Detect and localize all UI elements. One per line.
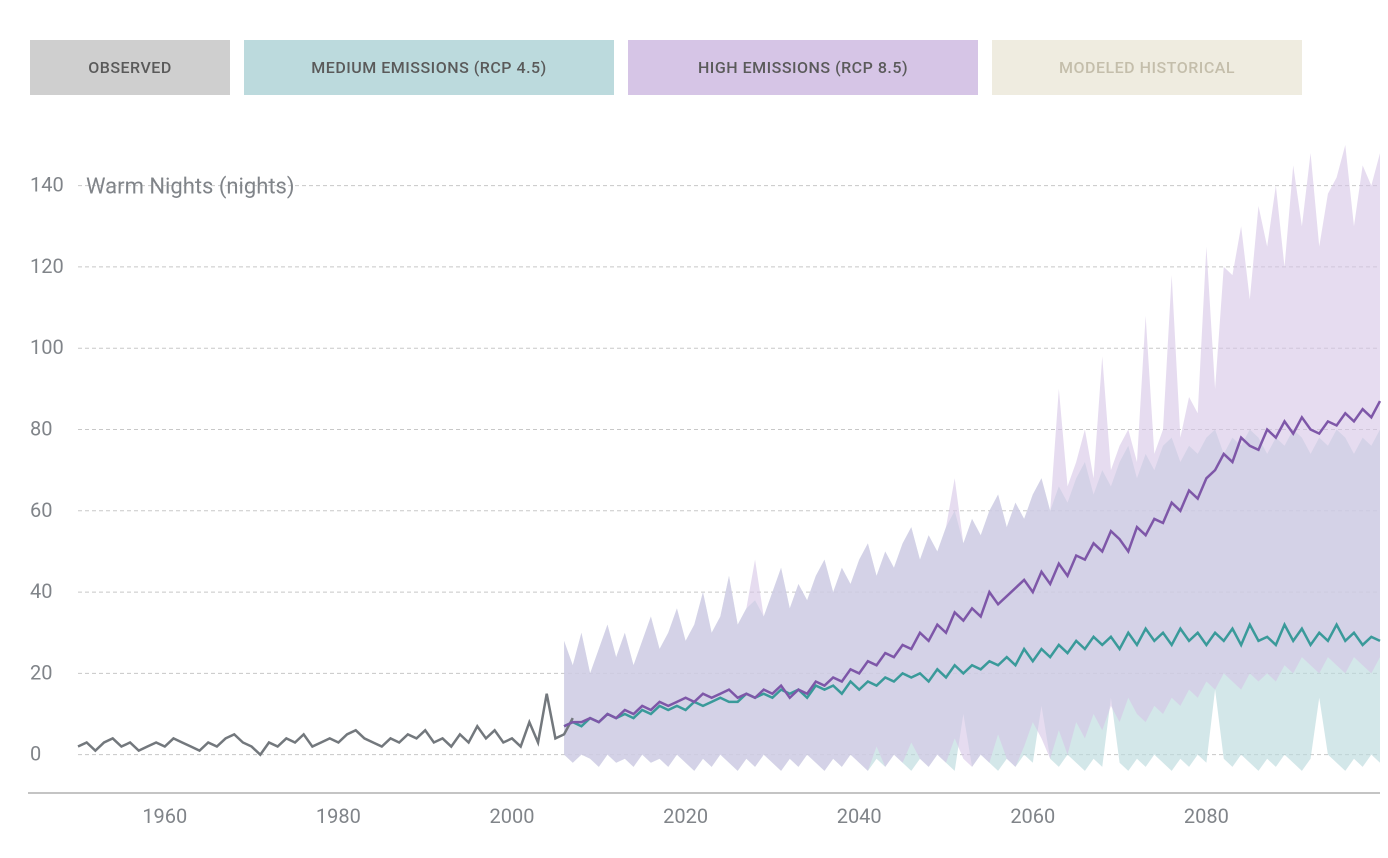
ytick-label: 20 <box>30 660 52 684</box>
xtick-label: 2080 <box>1184 804 1229 828</box>
xtick-label: 1960 <box>142 804 187 828</box>
chart-area: 020406080100120140Warm Nights (nights)19… <box>0 135 1388 855</box>
xtick-label: 1980 <box>316 804 361 828</box>
ytick-label: 60 <box>30 498 52 522</box>
chart-title: Warm Nights (nights) <box>86 175 295 200</box>
ytick-label: 80 <box>30 417 52 441</box>
xtick-label: 2000 <box>490 804 535 828</box>
ytick-label: 140 <box>30 173 64 197</box>
legend: OBSERVED MEDIUM EMISSIONS (RCP 4.5) HIGH E… <box>0 0 1388 95</box>
chart-container: OBSERVED MEDIUM EMISSIONS (RCP 4.5) HIGH E… <box>0 0 1388 858</box>
ytick-label: 100 <box>30 335 64 359</box>
legend-item-2[interactable]: HIGH EMISSIONS (RCP 8.5) <box>628 40 978 95</box>
ytick-label: 120 <box>30 254 64 278</box>
legend-item-1[interactable]: MEDIUM EMISSIONS (RCP 4.5) <box>244 40 614 95</box>
ytick-label: 0 <box>30 742 41 766</box>
xtick-label: 2040 <box>837 804 882 828</box>
legend-item-0[interactable]: OBSERVED <box>30 40 230 95</box>
observed-line <box>78 694 573 755</box>
rcp85-band <box>564 145 1380 771</box>
legend-item-3[interactable]: MODELED HISTORICAL <box>992 40 1302 95</box>
xtick-label: 2060 <box>1010 804 1055 828</box>
chart-svg: 020406080100120140Warm Nights (nights)19… <box>0 135 1388 855</box>
ytick-label: 40 <box>30 579 52 603</box>
xtick-label: 2020 <box>663 804 708 828</box>
